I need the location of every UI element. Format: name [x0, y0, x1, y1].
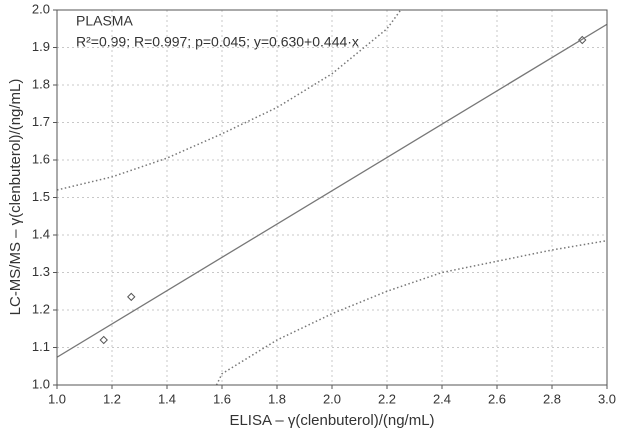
x-tick-label: 1.0 [48, 391, 66, 406]
y-tick-label: 1.7 [32, 114, 50, 129]
x-tick-label: 2.0 [323, 391, 341, 406]
y-tick-label: 1.2 [32, 301, 50, 316]
annotation: R²=0.99; R=0.997; p=0.045; y=0.630+0.444… [76, 34, 359, 50]
confidence-band [215, 239, 607, 385]
x-axis-label: ELISA – γ(clenbuterol)/(ng/mL) [229, 412, 434, 429]
x-tick-label: 2.6 [488, 391, 506, 406]
x-tick-label: 1.2 [103, 391, 121, 406]
y-tick-label: 1.4 [32, 226, 50, 241]
annotation: PLASMA [76, 13, 133, 29]
y-axis-label: LC-MS/MS – γ(clenbuterol)/(ng/mL) [7, 79, 24, 316]
y-tick-label: 1.0 [32, 376, 50, 391]
y-tick-label: 1.9 [32, 39, 50, 54]
confidence-band [57, 10, 402, 191]
plot-layer [57, 10, 607, 385]
x-tick-label: 2.4 [433, 391, 451, 406]
y-tick-label: 2.0 [32, 1, 50, 16]
regression-line [57, 23, 607, 358]
y-tick-label: 1.1 [32, 339, 50, 354]
y-tick-label: 1.8 [32, 76, 50, 91]
x-tick-label: 1.6 [213, 391, 231, 406]
x-tick-label: 2.8 [543, 391, 561, 406]
x-tick-label: 1.4 [158, 391, 176, 406]
data-point [99, 335, 108, 345]
y-tick-label: 1.6 [32, 151, 50, 166]
x-tick-label: 3.0 [598, 391, 616, 406]
y-tick-label: 1.5 [32, 189, 50, 204]
plot-border [56, 9, 608, 386]
x-tick-label: 2.2 [378, 391, 396, 406]
x-tick-label: 1.8 [268, 391, 286, 406]
y-tick-label: 1.3 [32, 264, 50, 279]
data-point [127, 292, 136, 302]
